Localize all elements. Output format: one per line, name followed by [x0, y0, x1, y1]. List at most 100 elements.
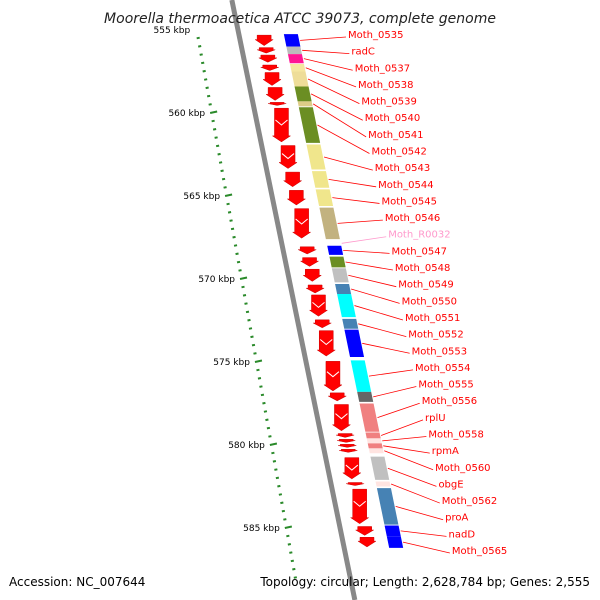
gene-label-moth-0562: Moth_0562	[442, 496, 497, 507]
minor-tick	[260, 393, 265, 397]
cds-arrows	[254, 34, 377, 548]
minor-tick	[290, 559, 295, 563]
scale-label-575: 575 kbp	[213, 358, 250, 368]
gene-label-moth-0541: Moth_0541	[368, 130, 423, 141]
cds-arrow-chevron	[319, 339, 333, 346]
cds-arrow-radc	[257, 47, 276, 54]
gene-label-moth-0565: Moth_0565	[452, 546, 507, 557]
minor-tick	[268, 435, 272, 438]
cds-arrow-moth-0547	[298, 246, 317, 255]
feature-proa	[376, 488, 399, 525]
gene-label-rpma: rpmA	[432, 446, 459, 457]
scale-ticks	[196, 36, 298, 579]
feature-moth-0549	[331, 268, 349, 283]
cds-arrow-moth-0565	[357, 537, 377, 548]
feature-moth-0538	[289, 64, 306, 72]
gene-label-nadd: nadD	[449, 529, 476, 540]
cds-arrow-moth-0558	[337, 439, 356, 443]
minor-tick	[202, 69, 206, 73]
label-line-moth-0558	[382, 436, 427, 442]
minor-tick	[226, 202, 230, 206]
cds-arrow-moth-0560	[339, 449, 358, 453]
cds-arrow-chevron	[275, 119, 288, 126]
scale-label-560: 560 kbp	[168, 109, 205, 119]
feature-moth-0546	[319, 207, 340, 240]
minor-tick	[263, 410, 268, 413]
minor-tick	[236, 260, 241, 264]
label-line-moth-0547	[343, 249, 390, 254]
feature-nadd	[384, 525, 401, 537]
label-line-moth-0556	[377, 402, 420, 418]
cds-arrow-moth-0544	[282, 171, 303, 188]
minor-tick	[215, 144, 220, 148]
minor-tick	[251, 343, 256, 347]
cds-arrow-moth-0541	[268, 102, 287, 106]
major-tick	[209, 110, 218, 114]
gene-label-moth-0552: Moth_0552	[408, 330, 463, 341]
label-line-moth-r0032	[341, 236, 387, 244]
minor-tick	[277, 484, 281, 488]
label-line-moth-0548	[345, 261, 393, 271]
minor-tick	[233, 244, 238, 247]
minor-tick	[242, 294, 247, 297]
gene-label-moth-0537: Moth_0537	[355, 63, 410, 74]
feature-moth-0551	[337, 293, 356, 318]
feature-moth-0542	[298, 107, 321, 143]
minor-tick	[281, 509, 286, 513]
feature-moth-0544	[311, 171, 330, 188]
label-line-moth-0538	[305, 67, 357, 88]
label-line-moth-0551	[354, 305, 404, 321]
minor-tick	[253, 352, 257, 355]
gene-label-moth-0547: Moth_0547	[392, 246, 447, 257]
minor-tick	[196, 36, 200, 40]
gene-label-moth-0539: Moth_0539	[361, 97, 416, 108]
feature-moth-0547	[327, 245, 344, 255]
label-line-rplu	[380, 419, 424, 436]
feature-moth-0548	[329, 256, 346, 268]
feature-moth-0565	[386, 536, 404, 548]
feature-rpma	[367, 443, 383, 449]
minor-tick	[220, 169, 224, 173]
backbone-line	[229, 0, 358, 600]
minor-tick	[218, 161, 223, 164]
major-tick	[224, 193, 233, 197]
label-line-obge	[387, 467, 437, 487]
label-line-moth-0553	[362, 342, 410, 354]
minor-tick	[280, 501, 284, 505]
feature-rplu	[365, 432, 381, 439]
major-tick	[269, 442, 278, 446]
minor-tick	[241, 285, 245, 289]
gene-label-moth-0543: Moth_0543	[375, 163, 430, 174]
label-line-moth-0560	[384, 450, 434, 471]
gene-label-moth-0555: Moth_0555	[418, 380, 473, 391]
gene-label-moth-r0032: Moth_R0032	[388, 230, 450, 241]
minor-tick	[292, 567, 296, 571]
feature-moth-0562	[375, 481, 391, 487]
minor-tick	[275, 476, 280, 480]
cds-arrow-moth-0555	[328, 392, 347, 402]
minor-tick	[205, 86, 209, 90]
cds-arrow-chevron	[295, 218, 308, 225]
gene-label-moth-0544: Moth_0544	[378, 180, 433, 191]
label-line-moth-0555	[373, 386, 417, 398]
feature-moth-0555	[357, 391, 374, 402]
accession: Accession: NC_007644	[9, 575, 145, 589]
minor-tick	[199, 53, 203, 56]
label-line-moth-0565	[402, 541, 450, 554]
scale-labels: 555 kbp 560 kbp 565 kbp 570 kbp 575 kbp 580 k…	[154, 26, 281, 534]
label-line-moth-0543	[323, 156, 373, 171]
minor-tick	[235, 252, 239, 256]
label-line-moth-0539	[307, 78, 360, 104]
cds-arrow-moth-0550	[305, 284, 325, 294]
minor-tick	[271, 451, 275, 455]
cds-arrow-moth-0556	[331, 404, 352, 432]
cds-arrow-nadd	[354, 526, 375, 536]
feature-moth-0554	[350, 360, 372, 392]
label-line-rpma	[383, 445, 430, 454]
minor-tick	[206, 94, 211, 98]
scale-label-570: 570 kbp	[198, 275, 235, 285]
label-line-moth-0542	[317, 124, 370, 154]
minor-tick	[212, 128, 217, 131]
label-lines	[300, 36, 450, 554]
